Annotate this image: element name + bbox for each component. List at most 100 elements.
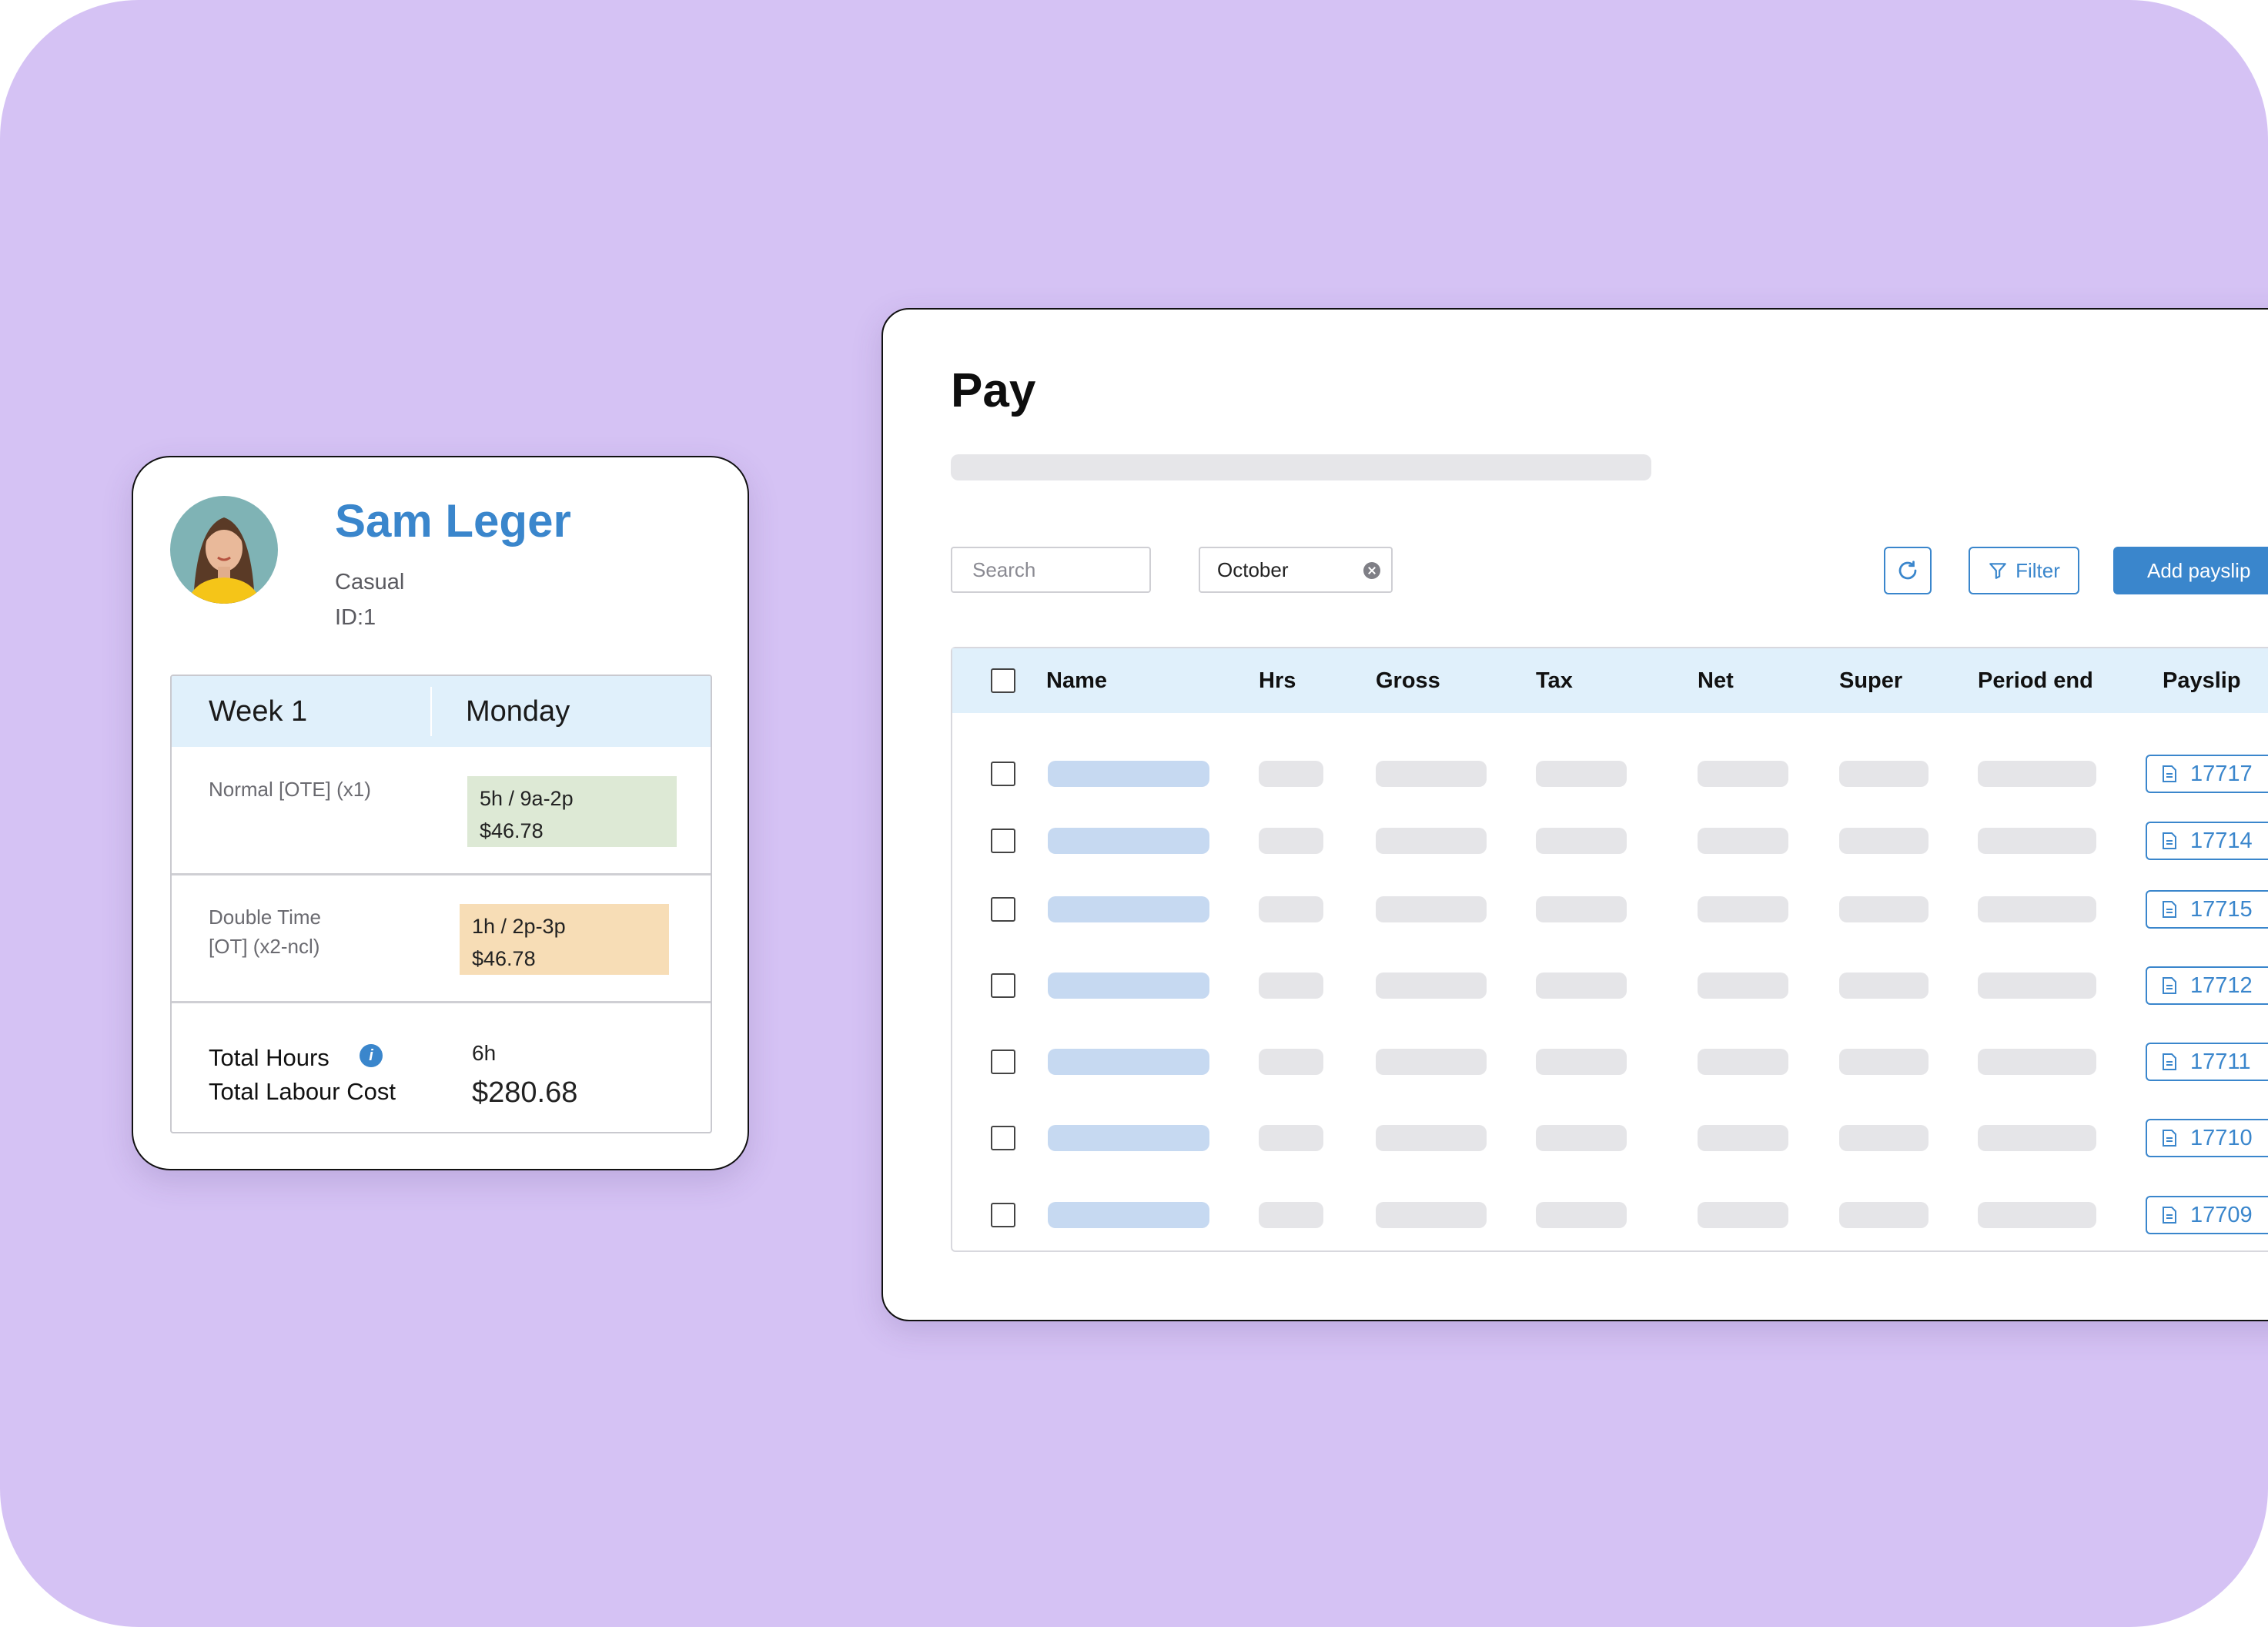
gross-placeholder [1376,1125,1487,1151]
name-placeholder [1048,973,1209,999]
shift-table: Week 1 Monday Normal [OTE] (x1) 5h / 9a-… [170,675,712,1133]
add-payslip-button[interactable]: Add payslip [2113,547,2268,594]
hrs-placeholder [1259,828,1323,854]
document-icon [2163,977,2176,994]
month-filter-value: October [1217,558,1289,581]
total-hours-value: 6h [472,1041,497,1065]
super-placeholder [1839,828,1928,854]
column-header-hrs[interactable]: Hrs [1259,668,1296,693]
document-icon [2163,832,2176,849]
month-filter[interactable]: October [1199,547,1393,593]
row-checkbox[interactable] [991,1050,1015,1074]
total-hours-label: Total Hours [209,1044,329,1071]
search-field[interactable] [951,547,1151,593]
filter-button[interactable]: Filter [1969,547,2079,594]
double-rate-label-line-2: [OT] (x2-ncl) [209,935,320,958]
column-header-period-end[interactable]: Period end [1978,668,2093,693]
select-all-checkbox[interactable] [991,668,1015,693]
column-header-payslip[interactable]: Payslip [2163,668,2241,693]
super-placeholder [1839,973,1928,999]
tax-placeholder [1536,1049,1627,1075]
employee-card: Sam Leger Casual ID:1 Week 1 Monday Norm… [132,456,749,1170]
name-placeholder [1048,896,1209,922]
table-row[interactable]: 17712 [952,955,2268,1016]
payslip-link[interactable]: 17714 [2146,822,2268,860]
gross-placeholder [1376,1202,1487,1228]
payslip-link[interactable]: 17717 [2146,755,2268,793]
name-placeholder [1048,828,1209,854]
double-rate-label: Double Time [OT] (x2-ncl) [209,902,321,961]
double-rate-label-line-1: Double Time [209,906,321,929]
section-divider [172,873,711,875]
normal-rate-tag: 5h / 9a-2p $46.78 [467,776,677,847]
hrs-placeholder [1259,1125,1323,1151]
column-header-gross[interactable]: Gross [1376,668,1440,693]
column-header-super[interactable]: Super [1839,668,1903,693]
column-header-tax[interactable]: Tax [1536,668,1573,693]
hrs-placeholder [1259,1202,1323,1228]
document-icon [2163,1053,2176,1070]
employee-name: Sam Leger [335,495,571,547]
row-checkbox[interactable] [991,973,1015,998]
employee-id: ID:1 [335,605,376,630]
name-placeholder [1048,1202,1209,1228]
info-icon[interactable]: i [360,1044,383,1067]
row-checkbox[interactable] [991,897,1015,922]
clear-icon[interactable] [1363,562,1380,579]
table-row[interactable]: 17709 [952,1184,2268,1246]
total-cost-label: Total Labour Cost [209,1078,396,1105]
gross-placeholder [1376,761,1487,787]
refresh-icon [1898,561,1917,580]
payslip-number: 17715 [2190,897,2253,922]
table-row[interactable]: 17711 [952,1031,2268,1093]
payslip-link[interactable]: 17712 [2146,966,2268,1005]
payslip-number: 17709 [2190,1203,2253,1227]
document-icon [2163,765,2176,782]
table-row[interactable]: 17715 [952,879,2268,940]
row-checkbox[interactable] [991,762,1015,786]
section-divider [172,1001,711,1003]
employee-type: Casual [335,570,405,594]
avatar [170,496,278,604]
period-end-placeholder [1978,1049,2096,1075]
payslip-link[interactable]: 17711 [2146,1043,2268,1081]
page-title: Pay [951,364,1036,417]
refresh-button[interactable] [1884,547,1932,594]
payslip-link[interactable]: 17710 [2146,1119,2268,1157]
net-placeholder [1698,761,1788,787]
net-placeholder [1698,828,1788,854]
period-end-placeholder [1978,761,2096,787]
super-placeholder [1839,896,1928,922]
row-checkbox[interactable] [991,1203,1015,1227]
row-checkbox[interactable] [991,829,1015,853]
normal-rate-cost: $46.78 [480,819,544,842]
table-row[interactable]: 17714 [952,810,2268,872]
name-placeholder [1048,1049,1209,1075]
payslip-number: 17717 [2190,762,2253,786]
gross-placeholder [1376,1049,1487,1075]
payslip-number: 17712 [2190,973,2253,998]
gross-placeholder [1376,828,1487,854]
table-row[interactable]: 17710 [952,1107,2268,1169]
row-checkbox[interactable] [991,1126,1015,1150]
payslip-link[interactable]: 17709 [2146,1196,2268,1234]
gross-placeholder [1376,896,1487,922]
day-label: Monday [466,695,570,728]
pay-window: Pay October Filter Add payslip Name [881,308,2268,1321]
hrs-placeholder [1259,1049,1323,1075]
column-header-net[interactable]: Net [1698,668,1734,693]
column-header-name[interactable]: Name [1046,668,1107,693]
tax-placeholder [1536,896,1627,922]
tax-placeholder [1536,1125,1627,1151]
net-placeholder [1698,896,1788,922]
name-placeholder [1048,761,1209,787]
total-cost-value: $280.68 [472,1076,578,1109]
search-input[interactable] [952,548,1149,591]
filter-icon [1989,563,2006,579]
payslip-link[interactable]: 17715 [2146,890,2268,929]
payslip-number: 17714 [2190,829,2253,853]
table-header: Name Hrs Gross Tax Net Super Period end … [952,648,2268,713]
tax-placeholder [1536,761,1627,787]
table-row[interactable]: 17717 [952,743,2268,805]
